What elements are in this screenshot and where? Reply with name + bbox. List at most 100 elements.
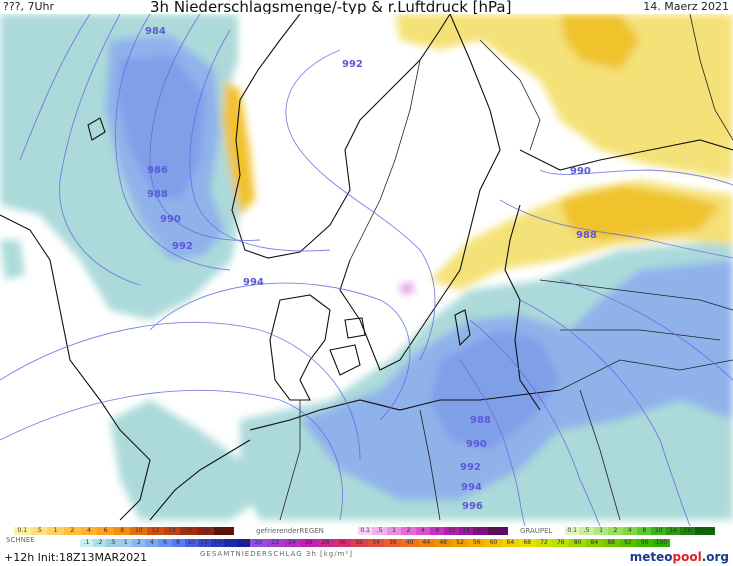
meteopool-logo[interactable]: meteopool.org	[630, 550, 729, 564]
rain-scale-step: 10	[130, 527, 148, 535]
total-scale-step: 64	[501, 539, 519, 547]
total-scale-step: 32	[350, 539, 368, 547]
total-scale-step: 30	[333, 539, 351, 547]
total-scale-step: 44	[417, 539, 435, 547]
run-info: +12h Init:18Z13MAR2021	[4, 551, 148, 564]
rain-scale-step: 4	[80, 527, 98, 535]
snow-heavy-baltic-core	[430, 330, 560, 450]
snow-scale-step: 18	[236, 539, 251, 547]
isobar-label: 994	[461, 482, 482, 493]
graupel-scale-step: 4	[622, 527, 638, 535]
rain-scale-step: .5	[30, 527, 48, 535]
total-scale-step: 76	[552, 539, 570, 547]
total-scale-step: 34	[367, 539, 385, 547]
snow-scale-step: 12	[197, 539, 211, 547]
isobar-line	[19, 14, 91, 161]
snow-heavy-core	[118, 55, 205, 200]
total-scale-step: 88	[602, 539, 620, 547]
freezing-scale-step: 10	[444, 527, 459, 535]
graupel-scale-step: 16	[680, 527, 695, 535]
rain-scale-step: 6	[97, 527, 114, 535]
finland-coast	[519, 139, 733, 171]
graupel-area-northeast	[395, 14, 733, 180]
total-precip-scale-bar: 20 22 24 26 28 30 32 34 36 40 44 48 52 56 60 64 68 72 76 80…	[250, 539, 670, 547]
logo-accent: pool	[672, 550, 702, 564]
total-scale-step: 72	[535, 539, 553, 547]
graupel-scale-step: 14	[665, 527, 681, 535]
rain-scale-step: 18	[197, 527, 214, 535]
freezing-scale-step: 4	[415, 527, 431, 535]
freezing-scale-step: 2025+	[487, 527, 508, 535]
freezing-scale-step: 1	[386, 527, 402, 535]
total-precip-label: GESAMTNIEDERSCHLAG 3h [kg/m²]	[200, 550, 353, 558]
isobar-line	[115, 14, 231, 271]
total-scale-step: 84	[585, 539, 603, 547]
precipitation-map: 984 986 988 990 992 994 992 990 988 988 …	[0, 14, 733, 526]
total-scale-step: 24	[283, 539, 301, 547]
total-scale-step: 60	[485, 539, 502, 547]
freezing-scale-step: 2	[401, 527, 416, 535]
logo-main: meteo	[629, 550, 673, 564]
total-scale-step: 56	[468, 539, 486, 547]
forecast-date: 14. Maerz 2021	[643, 0, 729, 13]
isobar-label: 990	[160, 214, 181, 225]
norway-coast	[231, 14, 451, 259]
graupel-label: GRAUPEL	[520, 527, 553, 535]
isobar-label: 984	[145, 26, 166, 37]
total-scale-step: 20	[250, 539, 267, 547]
snow-scale-bar: .1.2.5 1 2 4 6 8 10 12 14 16 18	[80, 539, 251, 547]
freezing-rain-scale-bar: 0.1.5 1 2 4 8 10 14 16 2025+	[358, 527, 508, 535]
isobar-label: 988	[470, 415, 491, 426]
rain-scale-step: 16	[180, 527, 198, 535]
snow-scale-step: 14	[210, 539, 224, 547]
freezing-scale-step: 8	[430, 527, 445, 535]
graupel-scale-step: 10	[651, 527, 666, 535]
snow-scale-step: 2	[132, 539, 146, 547]
isobar-line	[539, 169, 733, 186]
snow-scale-step: 10	[184, 539, 198, 547]
rain-scale-step: 2	[63, 527, 81, 535]
rain-scale-step: 0.1	[14, 527, 31, 535]
total-scale-step: 28	[317, 539, 334, 547]
total-scale-step: 52	[451, 539, 469, 547]
freezing-scale-step: 16	[473, 527, 488, 535]
finland-russia-border	[689, 14, 733, 141]
isobar-label: 986	[147, 165, 168, 176]
germany-poland-border	[279, 400, 441, 521]
graupel-front-core	[560, 185, 720, 240]
denmark	[269, 294, 331, 401]
legend: 0.1.5 1 2 4 6 8 10 12 14 16 18 2025+ gefrierenderRE…	[0, 526, 733, 566]
freezing-scale-step: 0.1	[358, 527, 373, 535]
isobar-line	[559, 279, 733, 381]
isobar-line	[469, 319, 601, 526]
isobar-line	[0, 389, 343, 521]
total-scale-step: 100	[653, 539, 670, 547]
isobar-line	[285, 49, 436, 361]
graupel-scale-bar: 0.1.5 1 2 4 8 10 14 16 2025+	[565, 527, 715, 535]
rain-scale-step: 8	[113, 527, 131, 535]
isobar-label: 994	[243, 277, 264, 288]
freezing-scale-step: 14	[458, 527, 474, 535]
isobar-line	[149, 14, 261, 241]
isobars	[0, 14, 733, 526]
total-scale-step: 48	[434, 539, 452, 547]
snow-scale-step: .2	[93, 539, 107, 547]
graupel-scale-step: 2	[608, 527, 623, 535]
isobar-line	[499, 199, 733, 259]
total-scale-step: 40	[401, 539, 418, 547]
snow-scale-step: 16	[223, 539, 237, 547]
freezing-rain-spot	[400, 282, 414, 294]
isobar-label: 988	[147, 189, 168, 200]
isobar-line	[189, 29, 331, 252]
isobar-line	[519, 299, 691, 526]
isobar-label: 992	[172, 241, 193, 252]
total-scale-step: 96	[636, 539, 654, 547]
isobar-line	[0, 321, 361, 461]
forecast-time-label: ???, 7Uhr	[3, 0, 55, 13]
snow-scale-step: 6	[158, 539, 172, 547]
graupel-scale-step: 2025+	[694, 527, 715, 535]
isobar-label: 992	[342, 59, 363, 70]
total-scale-step: 68	[518, 539, 536, 547]
snow-area-small	[0, 240, 25, 280]
